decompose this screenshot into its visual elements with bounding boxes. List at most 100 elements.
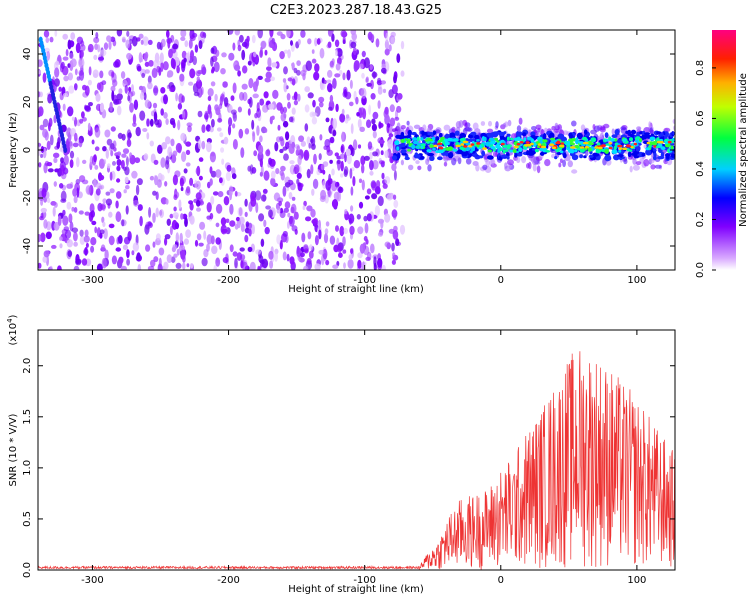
noise-speckle [247, 108, 251, 116]
noise-speckle [124, 84, 128, 94]
noise-speckle [53, 181, 57, 187]
band-core [569, 142, 575, 146]
noise-speckle [79, 118, 84, 124]
noise-speckle [160, 87, 166, 94]
noise-speckle [210, 235, 215, 245]
noise-speckle [153, 85, 159, 96]
band-body [652, 148, 657, 152]
noise-speckle [99, 229, 105, 235]
noise-speckle [225, 253, 229, 262]
noise-speckle [178, 93, 184, 104]
band-body [429, 155, 435, 161]
noise-speckle [342, 236, 346, 247]
noise-speckle [360, 87, 367, 99]
band-body [588, 154, 594, 158]
noise-speckle [239, 247, 245, 252]
noise-speckle [120, 71, 126, 79]
band-core [516, 136, 521, 141]
noise-speckle [38, 59, 43, 67]
band-core [512, 148, 517, 153]
noise-speckle [215, 237, 221, 245]
band-body [404, 156, 410, 161]
band-core [411, 144, 416, 150]
noise-speckle [121, 219, 125, 227]
y-tick-label: 0.0 [22, 562, 33, 578]
noise-speckle [209, 151, 216, 163]
band-body [660, 151, 665, 159]
noise-speckle [178, 244, 186, 252]
noise-speckle [283, 66, 288, 75]
band-halo [495, 121, 499, 129]
noise-speckle [46, 51, 51, 61]
noise-speckle [214, 93, 218, 102]
noise-speckle [241, 49, 246, 61]
y-tick-label: 1.5 [22, 409, 33, 425]
noise-speckle [244, 198, 248, 207]
noise-speckle [126, 129, 132, 140]
band-body [549, 132, 555, 139]
noise-speckle [165, 136, 171, 145]
noise-speckle [165, 118, 169, 125]
noise-speckle [176, 65, 180, 74]
band-halo [544, 159, 551, 167]
noise-speckle [276, 102, 283, 111]
noise-speckle [146, 132, 150, 140]
noise-speckle [304, 104, 310, 113]
noise-speckle [350, 30, 357, 36]
noise-speckle [283, 207, 289, 213]
band-body [592, 152, 600, 157]
noise-speckle [331, 168, 335, 176]
noise-speckle [391, 163, 397, 171]
noise-speckle [290, 40, 293, 46]
noise-speckle [210, 56, 214, 67]
band-core [626, 148, 630, 152]
noise-speckle [348, 254, 353, 261]
band-peak [540, 145, 547, 149]
band-core [541, 143, 546, 147]
band-peak [470, 143, 475, 146]
noise-speckle [390, 31, 396, 38]
noise-speckle [314, 263, 321, 270]
band-halo [417, 165, 422, 171]
noise-speckle [87, 43, 94, 53]
noise-speckle [225, 218, 230, 223]
band-body [653, 152, 657, 157]
noise-speckle [104, 249, 109, 261]
noise-speckle [149, 140, 154, 147]
noise-speckle [387, 139, 394, 149]
noise-speckle [345, 148, 351, 157]
noise-speckle [296, 69, 301, 76]
band-peak [633, 142, 638, 146]
noise-speckle [139, 92, 145, 100]
noise-speckle [308, 250, 314, 259]
band-halo [435, 129, 441, 134]
noise-speckle [366, 188, 372, 195]
noise-speckle [228, 117, 233, 127]
noise-speckle [282, 251, 287, 261]
noise-speckle [294, 164, 300, 174]
noise-speckle [274, 251, 278, 262]
noise-speckle [185, 141, 192, 147]
noise-speckle [384, 39, 389, 50]
band-peak [482, 147, 487, 150]
band-halo [400, 159, 404, 166]
noise-speckle [323, 233, 329, 244]
noise-speckle [155, 207, 159, 218]
noise-speckle [204, 110, 209, 116]
noise-speckle [187, 125, 192, 133]
noise-speckle [268, 157, 273, 165]
band-core [510, 137, 514, 141]
band-halo [599, 125, 606, 131]
noise-speckle [291, 62, 295, 67]
noise-speckle [154, 175, 159, 186]
noise-speckle [143, 53, 148, 62]
noise-speckle [268, 103, 275, 110]
noise-speckle [215, 203, 223, 214]
band-body [481, 150, 486, 157]
band-core [471, 147, 475, 152]
noise-speckle [85, 242, 89, 248]
band-halo [571, 169, 578, 174]
noise-speckle [152, 190, 157, 196]
noise-speckle [287, 49, 291, 59]
noise-speckle [327, 30, 333, 37]
